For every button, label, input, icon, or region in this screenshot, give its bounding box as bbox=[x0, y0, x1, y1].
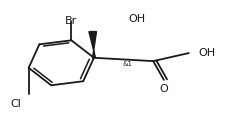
Text: Br: Br bbox=[65, 16, 78, 26]
Text: O: O bbox=[160, 84, 168, 94]
Text: &1: &1 bbox=[123, 62, 133, 68]
Text: Cl: Cl bbox=[10, 99, 21, 109]
Text: OH: OH bbox=[198, 48, 216, 58]
Text: OH: OH bbox=[128, 14, 146, 24]
Polygon shape bbox=[89, 32, 96, 58]
